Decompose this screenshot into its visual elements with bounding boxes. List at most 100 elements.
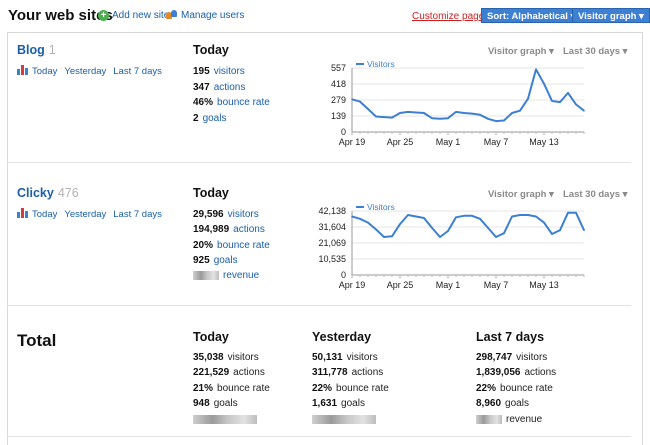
x-tick-label: May 1 (436, 137, 461, 147)
stat-bounce-rate: 20% bounce rate (193, 240, 270, 251)
data-point (535, 215, 537, 218)
redacted-value (193, 270, 219, 280)
stat-link[interactable]: actions (213, 82, 246, 93)
site-name-clicky[interactable]: Clicky 476 (17, 186, 79, 200)
data-point (559, 229, 561, 231)
data-point (375, 115, 377, 118)
stat-link[interactable]: goals (213, 255, 238, 266)
data-point (575, 103, 577, 106)
stat-actions: 221,529 actions (193, 367, 265, 378)
stat-goals: 2 goals (193, 113, 227, 124)
link-yesterday[interactable]: Yesterday (64, 66, 107, 77)
redacted-value (312, 414, 376, 425)
y-tick-label: 139 (331, 111, 346, 121)
stat-visitors: 298,747 visitors (476, 352, 548, 363)
data-point (495, 236, 497, 238)
data-point (567, 92, 569, 94)
graph-type-selector[interactable]: Visitor graph ▾ (488, 189, 554, 200)
stat-link[interactable]: visitors (227, 209, 259, 220)
y-tick-label: 0 (341, 270, 346, 280)
stat-actions: 311,778 actions (312, 367, 384, 378)
data-point (391, 235, 393, 238)
redacted-value (193, 414, 257, 425)
link-last-7-days[interactable]: Last 7 days (113, 66, 162, 77)
y-tick-label: 418 (331, 79, 346, 89)
total-last-7-days-heading: Last 7 days (476, 330, 545, 344)
data-point (503, 119, 505, 122)
add-site-label: Add new site (112, 10, 170, 21)
customize-page-link[interactable]: Customize page (412, 11, 485, 22)
stat-link[interactable]: goals (202, 113, 227, 124)
y-tick-label: 31,604 (318, 222, 346, 232)
stat-actions: 194,989 actions (193, 224, 265, 235)
graph-dropdown-button[interactable]: Visitor graph ▾ (572, 8, 650, 23)
data-point (439, 117, 441, 120)
stat-visitors: 50,131 visitors (312, 352, 378, 363)
site-name-blog[interactable]: Blog 1 (17, 43, 56, 57)
data-point (543, 221, 545, 224)
x-tick-label: Apr 25 (387, 137, 414, 147)
y-tick-label: 557 (331, 63, 346, 73)
stat-link[interactable]: bounce rate (217, 240, 270, 251)
stat-revenue: revenue (476, 414, 542, 425)
page-title: Your web sites (8, 7, 113, 24)
date-range-selector[interactable]: Last 30 days ▾ (563, 46, 628, 57)
manage-users-link[interactable]: Manage users (166, 10, 244, 21)
data-point (463, 214, 465, 217)
link-yesterday[interactable]: Yesterday (64, 209, 107, 220)
data-point (399, 112, 401, 114)
data-point (503, 232, 505, 235)
data-point (351, 215, 353, 218)
link-last-7-days[interactable]: Last 7 days (113, 209, 162, 220)
x-tick-label: May 13 (529, 137, 559, 147)
data-point (399, 223, 401, 225)
y-tick-label: 0 (341, 127, 346, 137)
graph-type-selector[interactable]: Visitor graph ▾ (488, 46, 554, 57)
add-site-link[interactable]: + Add new site (98, 10, 169, 21)
stat-link[interactable]: actions (233, 224, 265, 235)
users-icon (166, 10, 178, 21)
stat-bounce-rate: 22% bounce rate (312, 383, 389, 394)
data-point (535, 68, 537, 71)
data-point (415, 215, 417, 218)
chart-svg: 0 10,535 21,069 31,604 42,138 Apr 19 Apr 25 May… (318, 202, 585, 290)
link-today[interactable]: Today (32, 209, 58, 220)
link-today[interactable]: Today (32, 66, 58, 77)
manage-users-label: Manage users (181, 10, 245, 21)
data-point (391, 116, 393, 119)
data-point (423, 112, 425, 114)
data-point (455, 216, 457, 219)
data-point (447, 117, 449, 120)
data-point (383, 236, 385, 238)
stat-link[interactable]: bounce rate (217, 97, 270, 108)
row-divider (7, 436, 631, 437)
data-point (383, 116, 385, 118)
y-tick-label: 10,535 (318, 254, 346, 264)
stat-visitors: 195 visitors (193, 66, 245, 77)
data-point (511, 215, 513, 218)
data-point (519, 214, 521, 216)
stat-goals: 948 goals (193, 398, 238, 409)
row-divider (7, 305, 631, 306)
today-heading: Today (193, 43, 229, 57)
redacted-value (476, 414, 502, 424)
stat-visitors: 35,038 visitors (193, 352, 259, 363)
data-point (359, 100, 361, 103)
bar-chart-icon (17, 65, 28, 75)
x-tick-label: Apr 25 (387, 280, 414, 290)
plus-icon: + (98, 10, 109, 21)
sort-dropdown-button[interactable]: Sort: Alphabetical ▾ (481, 8, 582, 23)
stat-link[interactable]: visitors (213, 66, 245, 77)
data-point (471, 214, 473, 217)
data-point (527, 214, 529, 216)
total-today-heading: Today (193, 330, 229, 344)
data-point (375, 228, 377, 231)
stat-goals: 925 goals (193, 255, 238, 266)
data-point (551, 233, 553, 235)
stat-link[interactable]: revenue (223, 270, 260, 281)
page-header: Your web sites + Add new site Manage use… (0, 0, 650, 30)
date-range-selector[interactable]: Last 30 days ▾ (563, 189, 628, 200)
data-point (447, 230, 449, 232)
bar-chart-icon (17, 208, 28, 218)
stat-actions: 347 actions (193, 82, 246, 93)
